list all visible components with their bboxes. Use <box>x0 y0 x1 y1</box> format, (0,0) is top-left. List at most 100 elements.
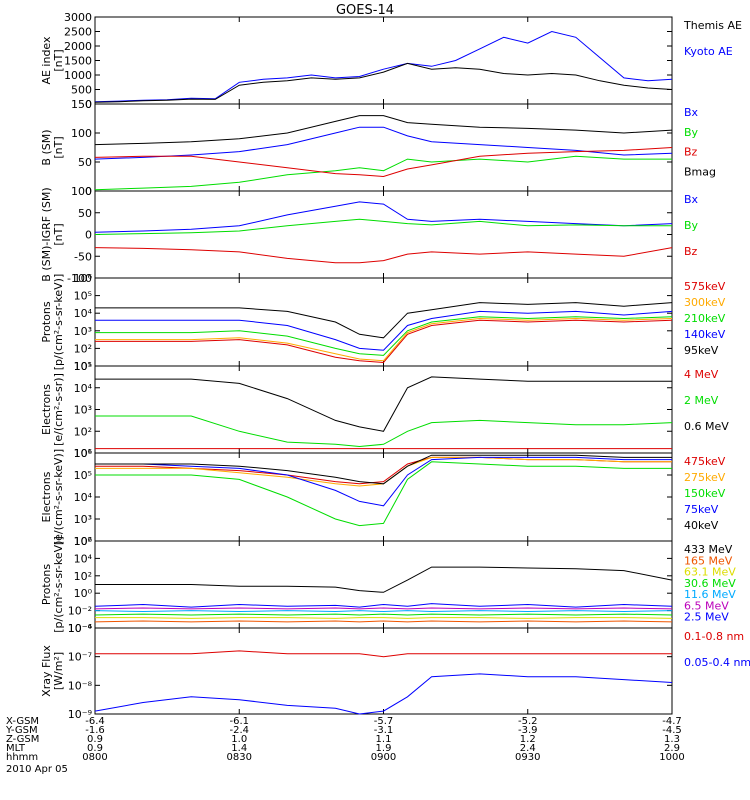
legend-entry: 150keV <box>684 487 726 500</box>
legend-entry: Themis AE <box>683 19 742 32</box>
y-axis-label: Protons <box>40 564 53 605</box>
footer-value: 2.9 <box>664 743 680 754</box>
series-line-by <box>94 218 672 235</box>
legend-entry: 95keV <box>684 344 719 357</box>
footer-value: 2.4 <box>520 743 536 754</box>
series-line-bmag <box>94 115 673 146</box>
y-axis-label: B (SM) <box>40 129 53 165</box>
series-line-2-5-mev <box>94 603 673 608</box>
y-tick-label: 10⁶ <box>74 447 93 460</box>
y-tick-label: 10⁴ <box>74 552 93 565</box>
footer-value: -2.4 <box>229 725 249 736</box>
y-tick-label: 10⁵ <box>74 360 92 373</box>
y-tick-label: 100 <box>71 127 92 140</box>
y-tick-label: 10⁻⁴ <box>68 622 93 635</box>
series-line-150kev <box>95 461 672 527</box>
panel-7: 10⁻⁴ 10⁻² 10⁰ 10² 10⁴ 10⁶ Protons [p/(cm²-s-sr-… <box>40 535 736 635</box>
legend-entry: 2.5 MeV <box>684 611 729 624</box>
y-tick-label: 10⁶ <box>74 272 93 285</box>
legend-entry: 475keV <box>684 455 726 468</box>
series-line-themis-ae <box>94 62 673 103</box>
footer-row-label: Z-GSM <box>6 734 39 745</box>
y-tick-label: 10⁴ <box>74 382 93 395</box>
legend-entry: 300keV <box>684 296 726 309</box>
y-axis-label: [e/(cm²-s-sr)] <box>52 373 65 446</box>
legend-entry: 275keV <box>684 471 726 484</box>
legend-entry: 11.6 MeV <box>684 588 736 601</box>
y-tick-label: 10⁻⁹ <box>68 708 92 721</box>
legend-entry: Bz <box>684 146 698 159</box>
y-tick-label: 0 <box>85 98 92 111</box>
footer-value: 0900 <box>371 752 396 763</box>
footer-row-label: X-GSM <box>6 716 39 727</box>
panel-6: 10² 10³ 10⁴ 10⁵ 10⁶ Electrons [e/(cm²-s-sr-keV… <box>40 447 726 548</box>
footer-value: 1000 <box>659 752 684 763</box>
footer-value: 0830 <box>227 752 252 763</box>
legend-entry: 63.1 MeV <box>684 566 736 579</box>
y-tick-label: 500 <box>71 84 92 97</box>
panel-frame <box>94 627 673 715</box>
y-tick-label: 10¹ <box>74 360 92 373</box>
series-line-63-1-mev <box>95 617 673 619</box>
series-line-575kev <box>95 319 673 364</box>
legend-entry: Kyoto AE <box>684 45 733 58</box>
series-line-6-5-mev <box>94 607 673 610</box>
y-tick-label: 1500 <box>64 55 92 68</box>
series-line-140kev <box>95 310 673 351</box>
ephemeris-footer: X-GSMY-GSMZ-GSMMLThhmm-6.4-1.60.90.90800… <box>5 716 685 775</box>
y-tick-label: 10⁻⁷ <box>68 651 92 664</box>
y-tick-label: 10² <box>74 535 92 548</box>
y-axis-label: Protons <box>40 301 53 342</box>
y-axis-label: Xray Flux <box>40 645 53 697</box>
panel-frame <box>94 103 673 192</box>
footer-value: -6.4 <box>85 716 105 727</box>
y-tick-label: 10⁴ <box>74 307 93 320</box>
legend-entry: 2 MeV <box>684 394 719 407</box>
legend-entry: Bmag <box>684 165 716 178</box>
legend-entry: 575keV <box>684 280 726 293</box>
panel-5: 10¹ 10² 10³ 10⁴ 10⁵ Electrons [e/(cm²-s-sr)] 4 … <box>40 360 729 460</box>
y-tick-label: 10² <box>74 570 92 583</box>
legend-entry: 4 MeV <box>684 368 719 381</box>
footer-value: 0800 <box>82 752 107 763</box>
series-line-0-6-mev <box>95 376 672 432</box>
y-tick-label: 3000 <box>64 11 92 24</box>
series-line-0-1-0-8-nm <box>95 650 672 658</box>
footer-value: 0.9 <box>87 743 103 754</box>
y-tick-label: 2500 <box>64 26 92 39</box>
panel-frame <box>94 16 673 105</box>
y-axis-label: AE index <box>40 36 53 85</box>
legend-entry: By <box>684 219 699 232</box>
y-axis-label: [nT] <box>52 136 65 158</box>
y-tick-label: 100 <box>71 185 92 198</box>
series-line-bz <box>94 247 673 264</box>
y-tick-label: 10⁶ <box>74 535 93 548</box>
panel-2: 0 50 100 150 B (SM) [nT] Bx By Bz Bmag <box>40 98 716 198</box>
series-line-kyoto-ae <box>94 30 673 103</box>
footer-value: 0930 <box>515 752 540 763</box>
legend-entry: 433 MeV <box>684 543 733 556</box>
y-tick-label: -50 <box>74 250 92 263</box>
footer-value: -3.1 <box>374 725 394 736</box>
y-tick-label: 2000 <box>64 40 92 53</box>
series-line-11-6-mev <box>94 610 673 613</box>
y-tick-label: 10⁻⁶ <box>68 622 93 635</box>
legend-entry: Bx <box>684 193 699 206</box>
y-tick-label: 10³ <box>74 513 92 526</box>
legend-entry: 75keV <box>684 503 719 516</box>
legend-entry: 0.6 MeV <box>684 420 729 433</box>
y-tick-label: 10³ <box>74 404 92 417</box>
series-line-165-mev <box>94 620 673 623</box>
legend-entry: 40keV <box>684 519 719 532</box>
footer-value: -3.9 <box>518 725 538 736</box>
legend-entry: 210keV <box>684 312 726 325</box>
date-label: 2010 Apr 05 <box>6 764 68 775</box>
y-tick-label: 10⁴ <box>74 491 93 504</box>
series-line-by <box>94 155 672 191</box>
y-axis-label: [nT] <box>52 49 65 71</box>
y-axis-label: [p/(cm²-s-sr-keV)] <box>52 274 65 371</box>
series-line-210kev <box>95 316 673 356</box>
legend-entry: 0.1-0.8 nm <box>684 630 744 643</box>
y-tick-label: 10⁻⁸ <box>68 679 93 692</box>
